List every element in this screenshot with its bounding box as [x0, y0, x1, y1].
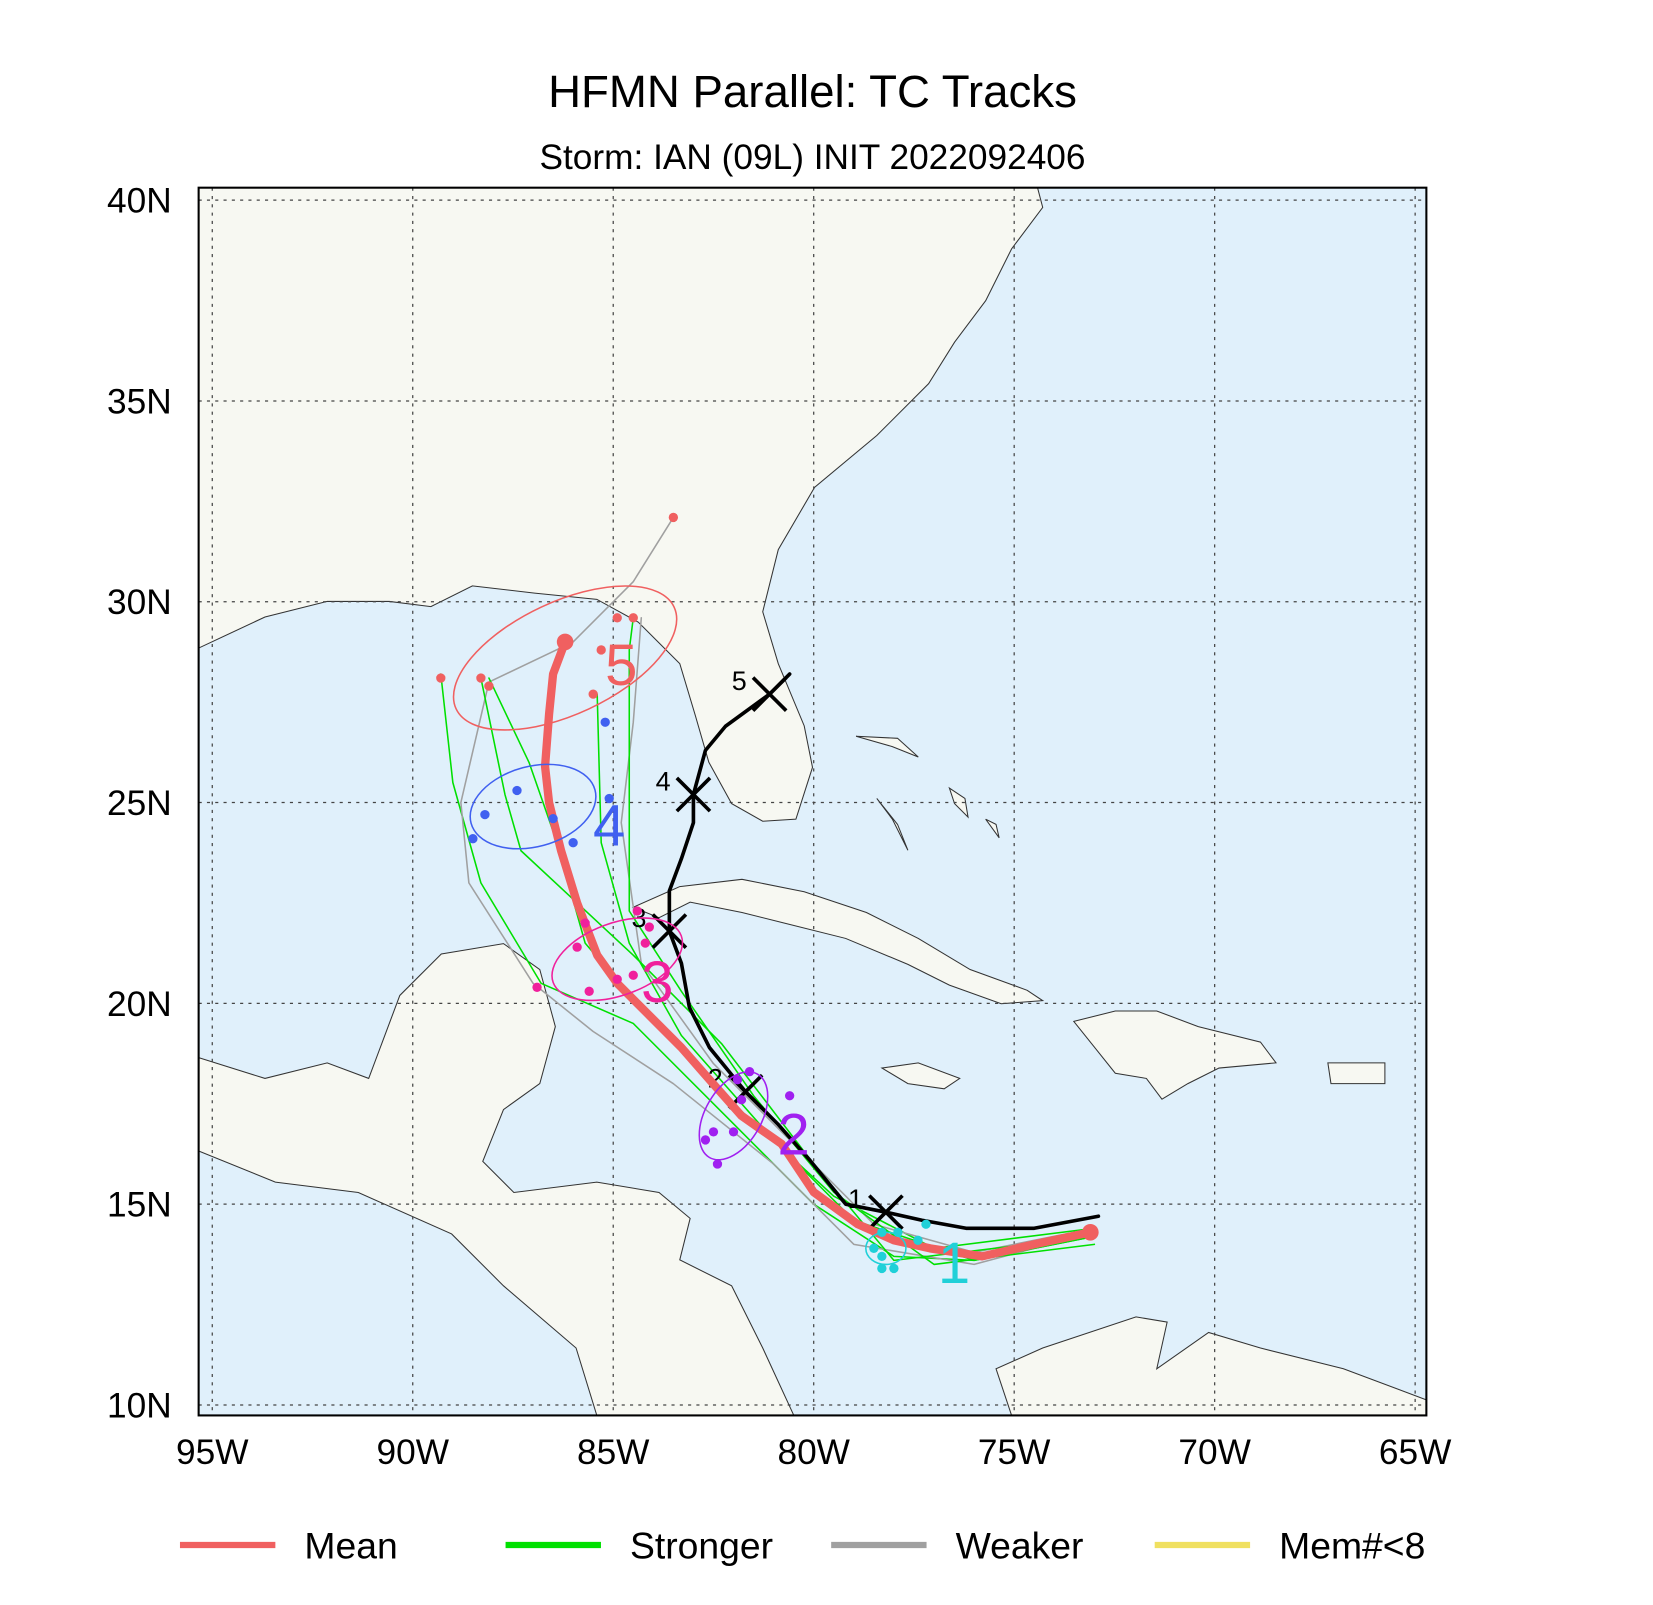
official-track [667, 672, 1101, 1231]
member-position [889, 1263, 899, 1274]
member-position [596, 645, 606, 655]
member-position [604, 793, 614, 804]
x-marker [675, 776, 712, 813]
member-position [712, 1159, 723, 1169]
member-position [921, 1219, 931, 1229]
hispaniola [1072, 1010, 1277, 1100]
member-position [468, 834, 478, 844]
spread-ellipse [698, 1071, 769, 1161]
day-number: 2 [778, 1103, 810, 1168]
member-track [480, 677, 1096, 1262]
y-tick-label: 35N [107, 382, 172, 421]
y-tick-label: 15N [107, 1186, 172, 1225]
spread-ellipse [452, 585, 678, 731]
puerto-rico [1327, 1062, 1386, 1085]
member-position [436, 673, 446, 683]
bahamas [985, 818, 1000, 839]
member-position [628, 970, 638, 980]
day-number: 5 [605, 633, 637, 698]
member-position [568, 838, 578, 848]
y-tick-label: 20N [107, 985, 172, 1024]
legend-label: Weaker [956, 1525, 1084, 1567]
member-position [644, 922, 654, 932]
member-position [580, 918, 590, 928]
member-position [612, 613, 622, 623]
mean-endpoint [556, 633, 574, 651]
member-position [877, 1227, 887, 1237]
frame [197, 186, 1428, 1417]
bahamas [855, 735, 919, 758]
day-number: 3 [641, 950, 673, 1015]
member-position [877, 1263, 887, 1274]
y-tick-label: 40N [107, 182, 172, 221]
member-position [736, 1095, 747, 1105]
member-position [600, 717, 610, 727]
legend-label: Mem#<8 [1279, 1525, 1425, 1567]
spread-ellipse [469, 763, 597, 850]
member-position [913, 1235, 923, 1245]
member-position [532, 982, 542, 992]
x-tick-label: 65W [1379, 1433, 1452, 1472]
cuba [631, 878, 1045, 1005]
member-position [877, 1251, 887, 1262]
member-position [480, 809, 490, 820]
subtitle: Storm: IAN (09L) INIT 2022092406 [539, 138, 1085, 177]
member-position [628, 613, 638, 623]
x-tick-label: 75W [978, 1433, 1051, 1472]
member-position [512, 785, 522, 796]
x-tick-label: 85W [577, 1433, 650, 1472]
x-tick-label: 90W [377, 1433, 450, 1472]
title: HFMN Parallel: TC Tracks [548, 66, 1077, 117]
member-position [732, 1075, 743, 1085]
bahamas [876, 798, 909, 851]
member-position [548, 813, 558, 824]
member-position [784, 1091, 795, 1101]
member-position [668, 512, 679, 523]
day-number: 1 [938, 1231, 970, 1296]
day-label: 5 [732, 666, 747, 696]
member-position [588, 689, 598, 699]
x-tick-label: 80W [777, 1433, 850, 1472]
member-position [728, 1127, 739, 1137]
member-position [700, 1135, 711, 1145]
jamaica [880, 1062, 961, 1090]
day-number: 4 [593, 793, 625, 858]
official-position [675, 776, 712, 813]
mean-endpoint [1082, 1223, 1099, 1241]
member-position [476, 673, 486, 683]
spread-ellipse [551, 917, 684, 1002]
y-tick-label: 10N [107, 1386, 172, 1425]
member-position [640, 938, 650, 948]
x-marker [651, 913, 688, 949]
day-label: 4 [656, 766, 671, 796]
x-tick-label: 95W [176, 1433, 249, 1472]
islands [631, 735, 1386, 1100]
bahamas [948, 786, 969, 819]
member-position [744, 1066, 755, 1077]
y-tick-label: 25N [107, 784, 172, 823]
day-label: 1 [848, 1184, 863, 1214]
member-position [584, 986, 594, 996]
pacific [198, 1150, 598, 1416]
member-position [893, 1227, 903, 1237]
member-position [612, 974, 622, 984]
legend-label: Stronger [630, 1525, 773, 1567]
member-position [572, 942, 582, 952]
x-marker [751, 676, 788, 712]
member-position [632, 906, 642, 916]
x-marker [868, 1194, 904, 1231]
y-tick-label: 30N [107, 583, 172, 622]
mean-track [540, 637, 1095, 1261]
member-position [484, 681, 494, 691]
legend-label: Mean [304, 1525, 397, 1567]
x-tick-label: 70W [1178, 1433, 1251, 1472]
official-position [868, 1194, 904, 1231]
member-position [708, 1127, 719, 1137]
member-position [869, 1243, 879, 1254]
official-position [751, 676, 788, 712]
